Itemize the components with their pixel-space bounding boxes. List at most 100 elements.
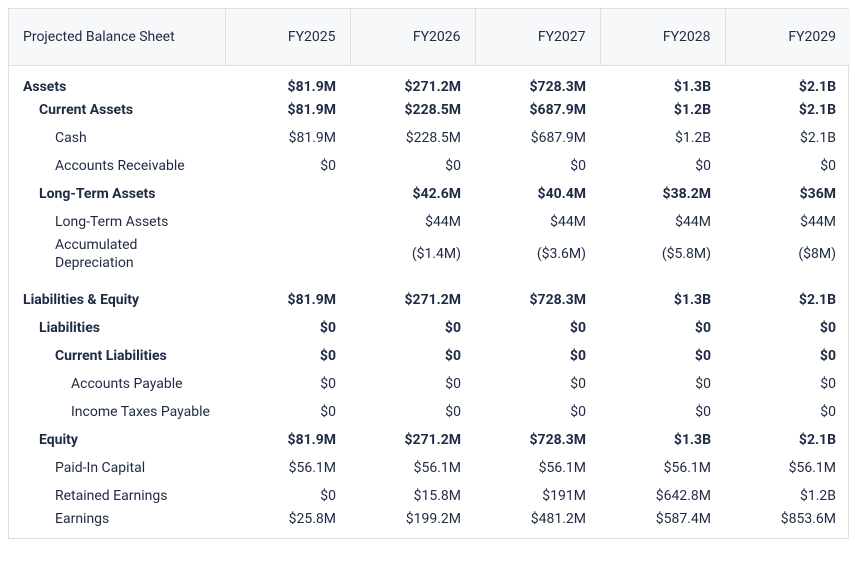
table: Projected Balance Sheet FY2025 FY2026 FY… — [9, 9, 850, 538]
header-fy: FY2026 — [350, 9, 475, 65]
cell-value: $2.1B — [725, 286, 850, 314]
table-body: Assets$81.9M$271.2M$728.3M$1.3B$2.1B Curr… — [9, 65, 850, 538]
row-label: Accounts Payable — [9, 370, 225, 398]
table-row: Income Taxes Payable$0$0$0$0$0 — [9, 398, 850, 426]
cell-value: $81.9M — [225, 286, 350, 314]
cell-value: $191M — [475, 482, 600, 510]
header-fy: FY2025 — [225, 9, 350, 65]
cell-value: $0 — [600, 370, 725, 398]
cell-value: $40.4M — [475, 180, 600, 208]
cell-value — [225, 236, 350, 272]
cell-value: $0 — [600, 314, 725, 342]
cell-value: $642.8M — [600, 482, 725, 510]
cell-value: $0 — [350, 342, 475, 370]
row-label: Equity — [9, 426, 225, 454]
cell-value: $0 — [475, 152, 600, 180]
cell-value: $687.9M — [475, 96, 600, 124]
cell-value: $38.2M — [600, 180, 725, 208]
header-fy: FY2027 — [475, 9, 600, 65]
table-row: Accounts Receivable$0$0$0$0$0 — [9, 152, 850, 180]
row-label: Accumulated Depreciation — [9, 236, 225, 272]
cell-value: $0 — [600, 342, 725, 370]
cell-value: $81.9M — [225, 65, 350, 96]
header-title: Projected Balance Sheet — [9, 9, 225, 65]
cell-value: $0 — [350, 370, 475, 398]
cell-value: $0 — [225, 314, 350, 342]
row-label: Income Taxes Payable — [9, 398, 225, 426]
header-fy: FY2028 — [600, 9, 725, 65]
cell-value: $56.1M — [475, 454, 600, 482]
cell-value: $1.3B — [600, 426, 725, 454]
cell-value: $1.2B — [600, 96, 725, 124]
cell-value: $0 — [600, 152, 725, 180]
cell-value: $199.2M — [350, 510, 475, 538]
cell-value: $44M — [725, 208, 850, 236]
cell-value: $0 — [225, 342, 350, 370]
cell-value: $2.1B — [725, 65, 850, 96]
row-label: Cash — [9, 124, 225, 152]
cell-value: $0 — [225, 152, 350, 180]
table-row: Paid-In Capital$56.1M$56.1M$56.1M$56.1M$… — [9, 454, 850, 482]
cell-value — [225, 180, 350, 208]
row-label: Liabilities & Equity — [9, 286, 225, 314]
table-row — [9, 272, 850, 286]
table-row: Earnings$25.8M$199.2M$481.2M$587.4M$853.… — [9, 510, 850, 538]
cell-value: $44M — [350, 208, 475, 236]
cell-value: $0 — [225, 398, 350, 426]
table-row: Accumulated Depreciation($1.4M)($3.6M)($… — [9, 236, 850, 272]
cell-value: $0 — [475, 314, 600, 342]
cell-value: $0 — [475, 342, 600, 370]
cell-value: $15.8M — [350, 482, 475, 510]
cell-value: $81.9M — [225, 426, 350, 454]
header-fy: FY2029 — [725, 9, 850, 65]
cell-value: $728.3M — [475, 65, 600, 96]
cell-value: $0 — [725, 370, 850, 398]
cell-value: $2.1B — [725, 426, 850, 454]
cell-value: $0 — [350, 152, 475, 180]
cell-value: ($5.8M) — [600, 236, 725, 272]
cell-value: $0 — [725, 314, 850, 342]
cell-value: $0 — [725, 398, 850, 426]
cell-value: $0 — [475, 370, 600, 398]
row-label: Paid-In Capital — [9, 454, 225, 482]
cell-value: $228.5M — [350, 124, 475, 152]
cell-value: $0 — [600, 398, 725, 426]
table-header-row: Projected Balance Sheet FY2025 FY2026 FY… — [9, 9, 850, 65]
cell-value: ($8M) — [725, 236, 850, 272]
cell-value: $1.2B — [600, 124, 725, 152]
table-row: Retained Earnings$0$15.8M$191M$642.8M$1.… — [9, 482, 850, 510]
cell-value: ($1.4M) — [350, 236, 475, 272]
cell-value: $481.2M — [475, 510, 600, 538]
table-row: Liabilities & Equity$81.9M$271.2M$728.3M… — [9, 286, 850, 314]
cell-value: $0 — [350, 398, 475, 426]
row-label: Earnings — [9, 510, 225, 538]
table-row: Accounts Payable$0$0$0$0$0 — [9, 370, 850, 398]
spacer — [9, 272, 850, 286]
cell-value: $44M — [600, 208, 725, 236]
table-row: Assets$81.9M$271.2M$728.3M$1.3B$2.1B — [9, 65, 850, 96]
row-label: Long-Term Assets — [9, 180, 225, 208]
row-label: Assets — [9, 65, 225, 96]
row-label: Long-Term Assets — [9, 208, 225, 236]
cell-value: $0 — [475, 398, 600, 426]
row-label: Current Liabilities — [9, 342, 225, 370]
table-row: Current Liabilities$0$0$0$0$0 — [9, 342, 850, 370]
cell-value: $25.8M — [225, 510, 350, 538]
cell-value: ($3.6M) — [475, 236, 600, 272]
cell-value: $1.3B — [600, 65, 725, 96]
cell-value: $0 — [225, 370, 350, 398]
cell-value — [225, 208, 350, 236]
cell-value: $44M — [475, 208, 600, 236]
table-row: Cash$81.9M$228.5M$687.9M$1.2B$2.1B — [9, 124, 850, 152]
cell-value: $587.4M — [600, 510, 725, 538]
cell-value: $0 — [225, 482, 350, 510]
cell-value: $2.1B — [725, 124, 850, 152]
cell-value: $81.9M — [225, 96, 350, 124]
cell-value: $0 — [725, 342, 850, 370]
cell-value: $56.1M — [725, 454, 850, 482]
cell-value: $56.1M — [225, 454, 350, 482]
cell-value: $1.3B — [600, 286, 725, 314]
row-label: Liabilities — [9, 314, 225, 342]
cell-value: $0 — [350, 314, 475, 342]
cell-value: $687.9M — [475, 124, 600, 152]
